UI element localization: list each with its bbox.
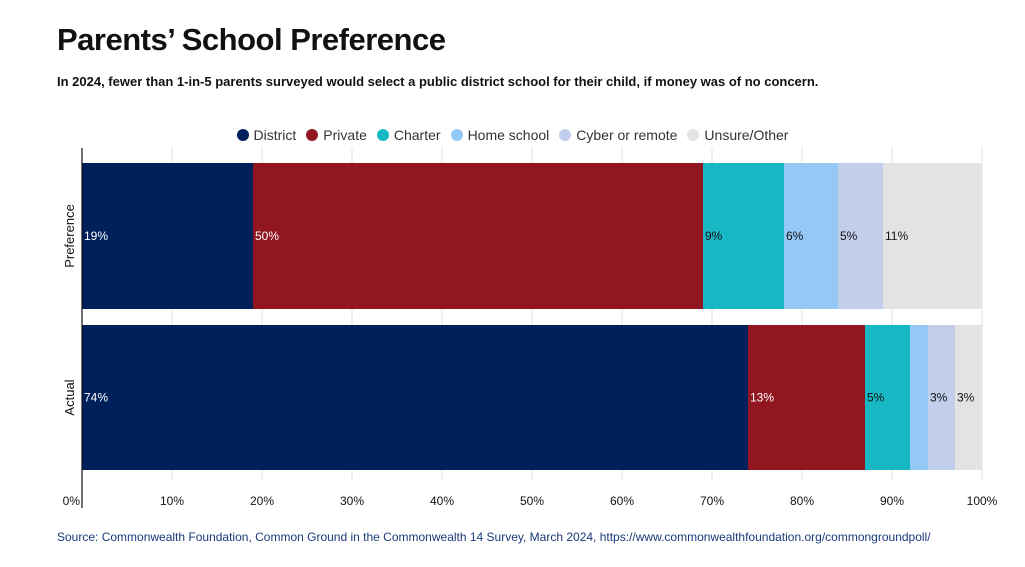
bar-segment (910, 325, 928, 470)
legend-label: Private (323, 127, 367, 143)
legend: District Private Charter Home school Cyber o… (0, 127, 1025, 143)
legend-label: Charter (393, 127, 441, 143)
bar-segment (928, 325, 955, 470)
category-label: Preference (62, 204, 77, 268)
data-label: 11% (885, 229, 908, 243)
x-tick-label: 0% (63, 494, 81, 508)
x-tick-label: 90% (880, 494, 904, 508)
bar-segment (748, 325, 865, 470)
data-label: 9% (705, 229, 723, 243)
x-tick-label: 20% (250, 494, 274, 508)
data-label: 50% (255, 229, 279, 243)
data-label: 74% (84, 391, 108, 405)
legend-swatch (306, 129, 319, 141)
x-tick-label: 100% (967, 494, 998, 508)
legend-swatch (559, 129, 572, 141)
legend-swatch (450, 129, 463, 141)
data-label: 13% (750, 391, 774, 405)
legend-item: Charter (376, 127, 441, 143)
legend-item: Unsure/Other (687, 127, 788, 143)
bar-segment (82, 163, 253, 309)
x-tick-label: 70% (700, 494, 724, 508)
bar-segment (838, 163, 883, 309)
data-label: 5% (840, 229, 858, 243)
legend-swatch (376, 129, 389, 141)
bar-segment (883, 163, 982, 309)
legend-swatch (687, 129, 700, 141)
data-label: 5% (867, 391, 885, 405)
data-label: 6% (786, 229, 804, 243)
x-tick-label: 30% (340, 494, 364, 508)
bar-segment (955, 325, 982, 470)
category-label: Actual (62, 379, 77, 415)
legend-label: Home school (467, 127, 550, 143)
legend-label: Cyber or remote (576, 127, 678, 143)
legend-label: Unsure/Other (704, 127, 789, 143)
legend-item: District (236, 127, 297, 143)
chart-subtitle: In 2024, fewer than 1-in-5 parents surve… (57, 74, 819, 89)
x-tick-label: 80% (790, 494, 814, 508)
legend-swatch (236, 129, 249, 141)
bar-segment (784, 163, 838, 309)
x-tick-label: 40% (430, 494, 454, 508)
source-note: Source: Commonwealth Foundation, Common … (57, 530, 931, 544)
bar-segment (82, 325, 748, 470)
x-tick-label: 50% (520, 494, 544, 508)
legend-label: District (253, 127, 297, 143)
x-tick-label: 10% (160, 494, 184, 508)
bar-segment (865, 325, 910, 470)
legend-item: Private (306, 127, 367, 143)
legend-item: Home school (450, 127, 550, 143)
x-tick-label: 60% (610, 494, 634, 508)
data-label: 3% (930, 391, 948, 405)
legend-item: Cyber or remote (559, 127, 677, 143)
bar-segment (703, 163, 784, 309)
data-label: 19% (84, 229, 108, 243)
bar-segment (253, 163, 703, 309)
data-label: 3% (957, 391, 975, 405)
chart-title: Parents’ School Preference (57, 22, 446, 57)
